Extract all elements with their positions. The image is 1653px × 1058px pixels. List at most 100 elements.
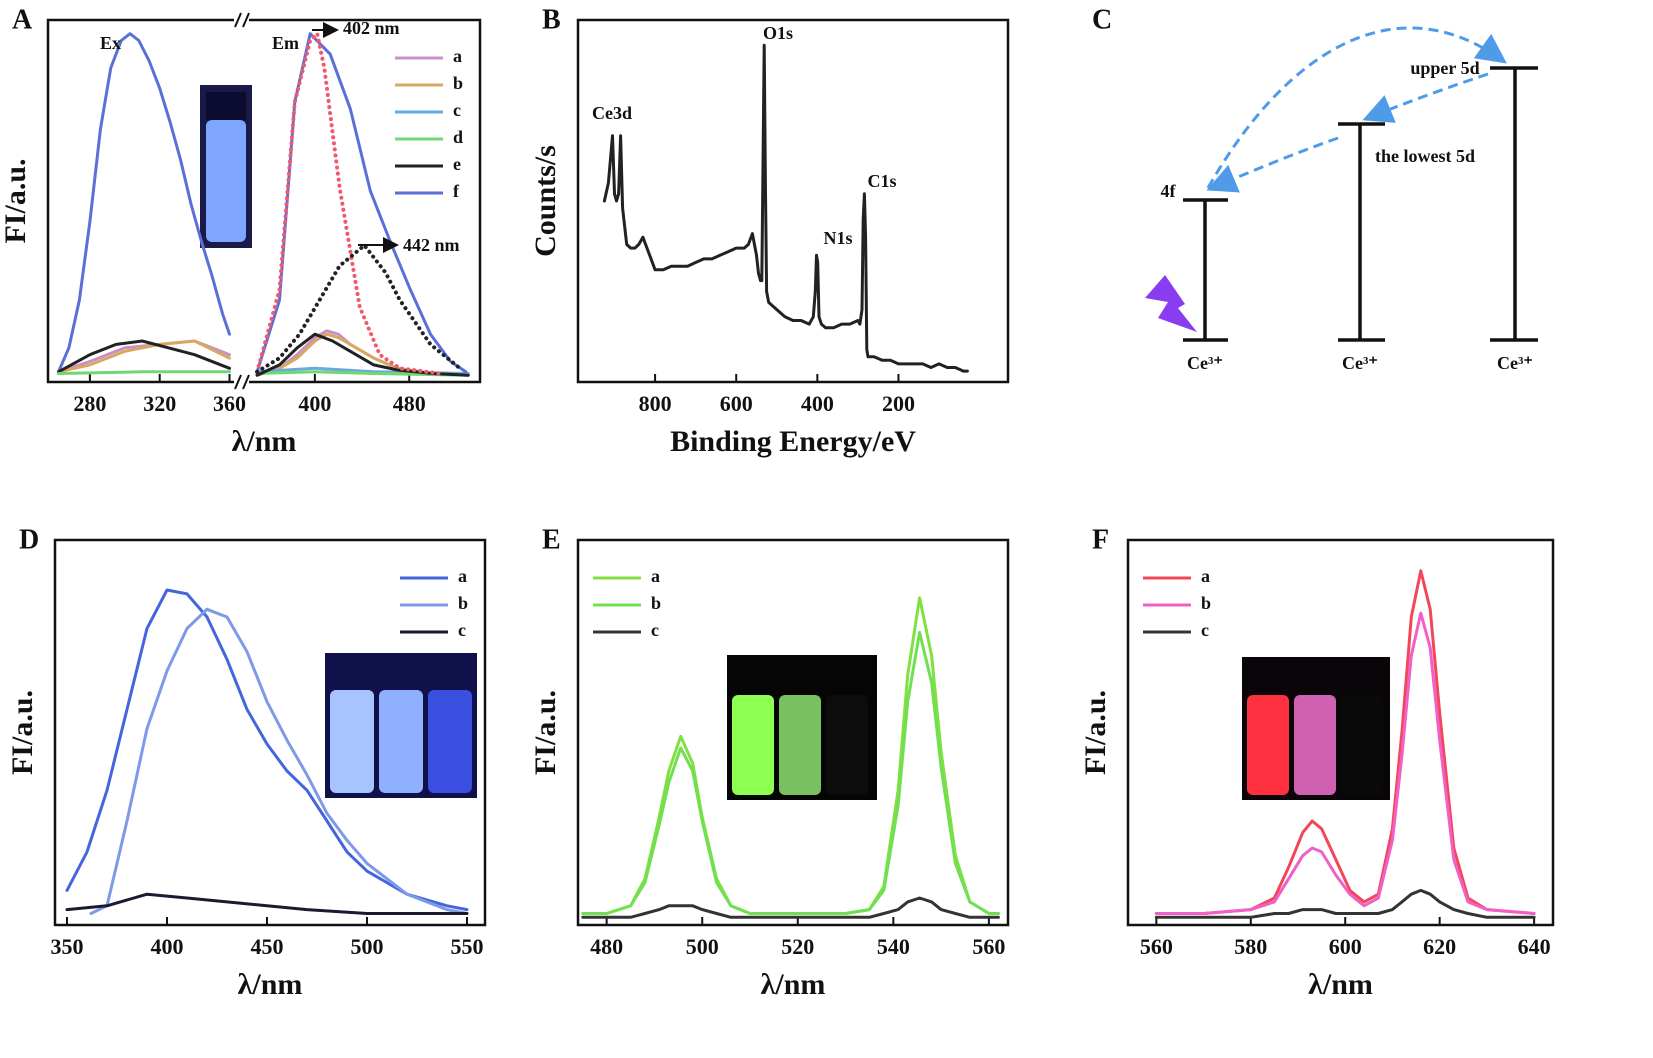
data-line	[57, 339, 231, 374]
panel-label: C	[1092, 4, 1112, 35]
x-tick-label: 600	[720, 391, 753, 416]
x-tick-label: 560	[972, 934, 1005, 959]
x-tick-label: 580	[1234, 934, 1267, 959]
break-mark	[242, 374, 250, 390]
y-axis-title: FI/a.u.	[1079, 690, 1112, 775]
level-label: the lowest 5d	[1375, 146, 1475, 166]
ground-label: Ce³⁺	[1497, 353, 1533, 373]
x-axis-title: Binding Energy/eV	[670, 425, 916, 458]
inset-photo-e	[727, 655, 877, 800]
legend-label: b	[651, 593, 661, 613]
energy-diagram	[1183, 66, 1538, 342]
legend-label: f	[453, 181, 460, 201]
panel-label: A	[12, 4, 33, 35]
data-line	[57, 32, 231, 374]
transition-arrows	[1206, 26, 1507, 193]
legend-label: c	[651, 620, 659, 640]
panel-label: D	[19, 524, 39, 555]
x-tick-label: 320	[143, 391, 176, 416]
break-mark	[234, 12, 242, 28]
y-axis-title: Counts/s	[529, 145, 562, 257]
x-tick-label: 800	[639, 391, 672, 416]
x-axis-title: λ/nm	[761, 968, 826, 1001]
legend-label: a	[453, 46, 462, 66]
x-axis-title: λ/nm	[232, 425, 297, 458]
legend-label: d	[453, 127, 463, 147]
x-tick-label: 550	[451, 934, 484, 959]
axis-break	[234, 378, 249, 386]
plot-frame	[576, 538, 1010, 927]
data-line	[581, 630, 1000, 915]
level-label: upper 5d	[1410, 58, 1479, 78]
annotation: Ce3d	[592, 103, 632, 123]
x-tick-label: 400	[151, 934, 184, 959]
panel-label: E	[542, 524, 561, 555]
data-line	[581, 896, 1000, 919]
x-tick-label: 360	[213, 391, 246, 416]
level-label: 4f	[1161, 181, 1177, 201]
x-tick-label: 450	[251, 934, 284, 959]
data-line	[65, 588, 469, 912]
annotation: N1s	[823, 228, 852, 248]
plot-frame	[46, 18, 482, 384]
annotation: Em	[272, 33, 299, 53]
plot-frame	[1126, 538, 1555, 927]
x-axis-title: λ/nm	[1308, 968, 1373, 1001]
legend-label: e	[453, 154, 461, 174]
data-line	[57, 370, 231, 375]
y-axis-title: FI/a.u.	[6, 690, 39, 775]
y-axis-title: FI/a.u.	[529, 690, 562, 775]
x-tick-label: 520	[781, 934, 814, 959]
x-tick-label: 620	[1423, 934, 1456, 959]
ground-label: Ce³⁺	[1342, 353, 1378, 373]
inset-photo-d	[325, 653, 477, 798]
data-line	[602, 43, 969, 373]
legend-label: a	[651, 566, 660, 586]
x-tick-label: 500	[686, 934, 719, 959]
data-line	[255, 370, 470, 377]
inset-photo-f	[1242, 657, 1390, 800]
x-tick-label: 640	[1518, 934, 1551, 959]
data-line	[57, 339, 231, 374]
x-tick-label: 500	[351, 934, 384, 959]
data-line	[255, 31, 442, 376]
x-tick-label: 540	[877, 934, 910, 959]
annotation: 402 nm	[343, 18, 400, 38]
x-tick-label: 480	[590, 934, 623, 959]
data-line	[1154, 888, 1536, 919]
legend-label: b	[458, 593, 468, 613]
x-tick-label: 560	[1140, 934, 1173, 959]
legend-label: c	[458, 620, 466, 640]
plot-frame	[576, 18, 1010, 384]
legend-label: a	[458, 566, 467, 586]
ground-label: Ce³⁺	[1187, 353, 1223, 373]
x-axis-title: λ/nm	[238, 968, 303, 1001]
break-mark	[234, 374, 242, 390]
annotation: Ex	[100, 33, 121, 53]
legend-label: b	[453, 73, 463, 93]
panel-label: F	[1092, 524, 1109, 555]
x-tick-label: 200	[882, 391, 915, 416]
x-tick-label: 350	[51, 934, 84, 959]
annotation: C1s	[867, 171, 896, 191]
excitation-bolt	[1145, 275, 1197, 332]
data-line	[1154, 569, 1536, 915]
annotation: O1s	[763, 23, 793, 43]
plot-frame	[53, 538, 487, 927]
legend-label: c	[1201, 620, 1209, 640]
x-tick-label: 600	[1329, 934, 1362, 959]
x-tick-label: 400	[801, 391, 834, 416]
legend-label: c	[453, 100, 461, 120]
data-line	[1154, 611, 1536, 915]
x-tick-label: 400	[298, 391, 331, 416]
data-line	[65, 892, 469, 915]
panel-label: B	[542, 4, 561, 35]
x-tick-label: 280	[73, 391, 106, 416]
break-mark	[242, 12, 250, 28]
x-tick-label: 480	[393, 391, 426, 416]
inset-photo-a	[200, 85, 252, 248]
y-axis-title: FI/a.u.	[0, 158, 32, 243]
data-line	[89, 607, 469, 915]
legend-label: b	[1201, 593, 1211, 613]
